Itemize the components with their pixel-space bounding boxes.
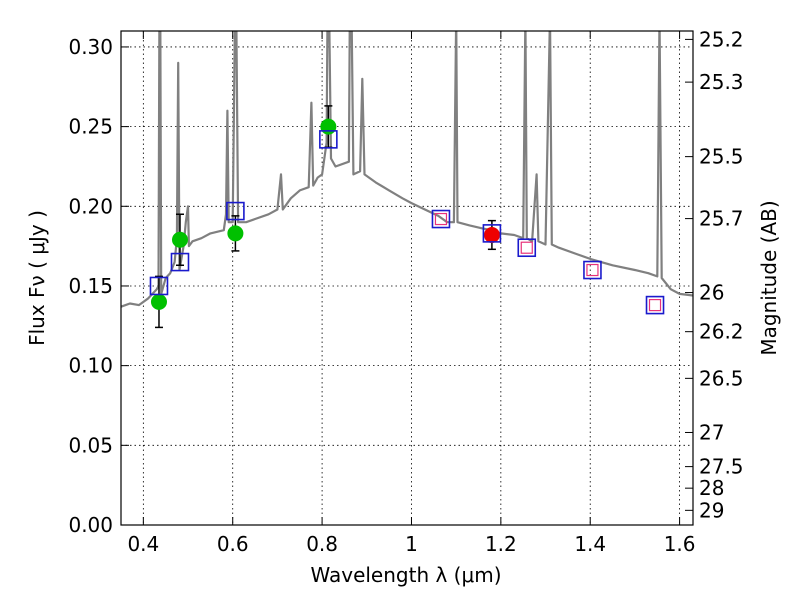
x-tick-label: 1.2 bbox=[485, 532, 517, 556]
y-tick-label: 0.25 bbox=[68, 115, 113, 139]
model-box-inner bbox=[648, 298, 662, 312]
x-axis-title: Wavelength λ (μm) bbox=[310, 563, 501, 587]
model-box bbox=[226, 201, 245, 221]
model-box bbox=[517, 238, 537, 258]
x-tick-label: 1.6 bbox=[664, 532, 696, 556]
y2-tick-label: 27.5 bbox=[699, 455, 744, 479]
model-box bbox=[319, 130, 338, 149]
x-tick-label: 1 bbox=[405, 532, 418, 556]
model-box bbox=[431, 209, 451, 229]
x-tick-label: 0.8 bbox=[306, 532, 338, 556]
y-tick-label: 0.30 bbox=[68, 35, 113, 59]
axis-ticks: 0.4 0.6 0.8 1 1.2 1.4 1.6 0.00 0.05 0.10 0.15 0.20 0… bbox=[68, 27, 743, 556]
y2-tick-label: 25.2 bbox=[699, 27, 744, 51]
y2-tick-label: 25.5 bbox=[699, 145, 744, 169]
red-data-point bbox=[483, 226, 500, 243]
y2-tick-label: 26.2 bbox=[699, 320, 744, 344]
model-box-inner bbox=[434, 212, 448, 226]
y2-tick-label: 28 bbox=[699, 476, 724, 500]
y-axis-title: Flux Fν ( μJy ) bbox=[25, 210, 49, 346]
y2-axis-title: Magnitude (AB) bbox=[757, 200, 781, 355]
model-box bbox=[149, 276, 169, 296]
y2-tick-label: 26.5 bbox=[699, 366, 744, 390]
x-tick-label: 0.6 bbox=[217, 532, 249, 556]
plot-frame bbox=[120, 30, 694, 526]
y2-tick-label: 25.7 bbox=[699, 207, 744, 231]
model-box bbox=[645, 295, 665, 315]
y2-tick-label: 29 bbox=[699, 498, 724, 522]
y-tick-label: 0.05 bbox=[68, 433, 113, 457]
y-tick-label: 0.10 bbox=[68, 354, 113, 378]
x-tick-label: 0.4 bbox=[127, 532, 159, 556]
y2-tick-label: 26 bbox=[699, 281, 724, 305]
model-box bbox=[583, 260, 602, 280]
y2-tick-label: 25.3 bbox=[699, 70, 744, 94]
model-box-inner bbox=[586, 263, 599, 277]
green-data-point bbox=[171, 231, 188, 248]
y-tick-label: 0.15 bbox=[68, 274, 113, 298]
plot-area bbox=[121, 31, 693, 329]
green-data-point bbox=[320, 118, 337, 135]
y-tick-label: 0.20 bbox=[68, 194, 113, 218]
model-box-inner bbox=[520, 241, 533, 254]
y2-tick-label: 27 bbox=[699, 420, 724, 444]
green-data-point bbox=[227, 225, 244, 242]
x-tick-label: 1.4 bbox=[574, 532, 606, 556]
model-box bbox=[170, 252, 190, 272]
green-data-point bbox=[150, 293, 167, 310]
y-tick-label: 0.00 bbox=[68, 513, 113, 537]
model-box bbox=[482, 224, 502, 243]
